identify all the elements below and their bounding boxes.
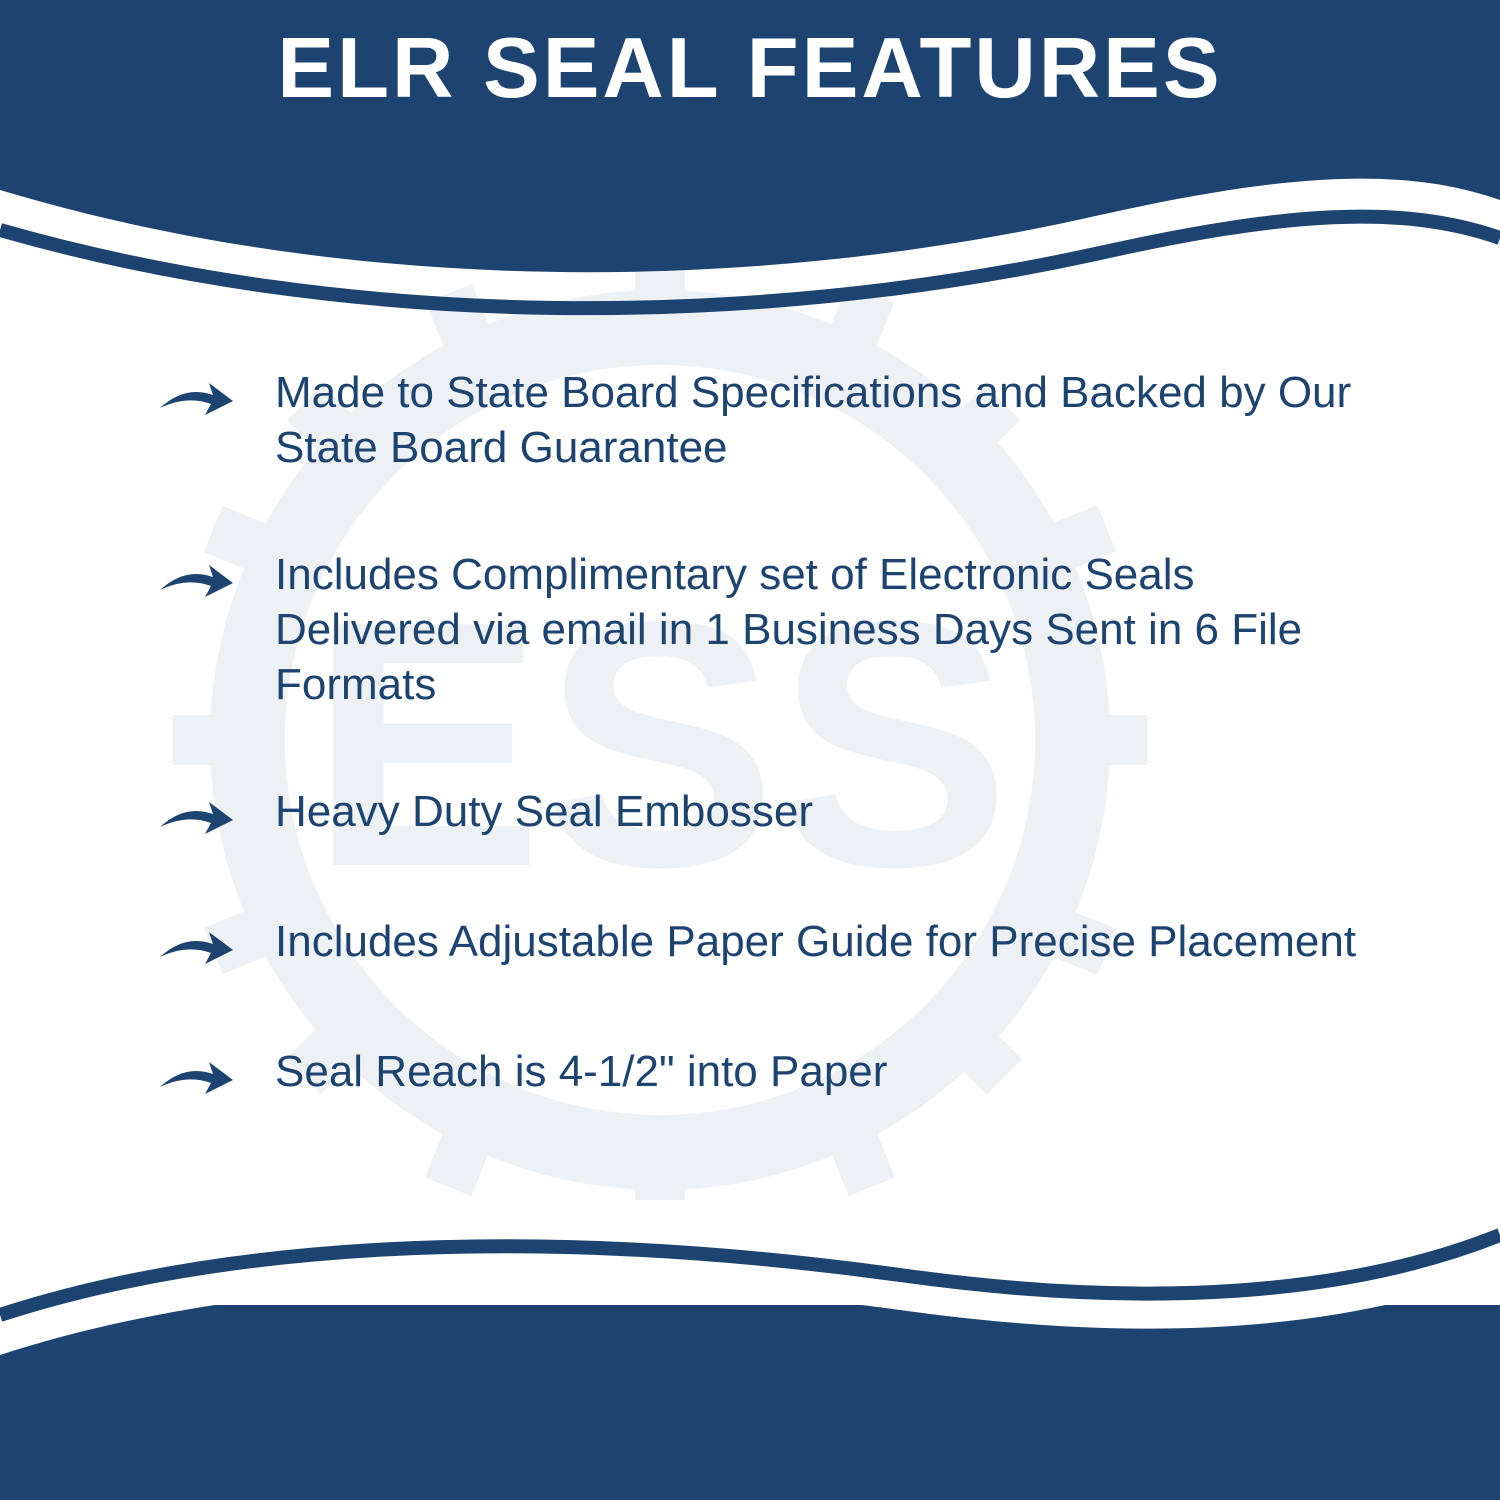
feature-text: Includes Complimentary set of Electronic… <box>275 547 1385 712</box>
feature-text: Seal Reach is 4-1/2" into Paper <box>275 1044 887 1099</box>
arrow-icon <box>155 792 235 842</box>
arrow-icon <box>155 555 235 605</box>
feature-text: Heavy Duty Seal Embosser <box>275 784 813 839</box>
page-title: ELR SEAL FEATURES <box>0 20 1500 118</box>
page-container: ELR SEAL FEATURES <box>0 0 1500 1500</box>
feature-item: Heavy Duty Seal Embosser <box>155 784 1385 842</box>
feature-text: Includes Adjustable Paper Guide for Prec… <box>275 914 1356 969</box>
arrow-icon <box>155 1052 235 1102</box>
features-list: Made to State Board Specifications and B… <box>155 365 1385 1174</box>
feature-item: Seal Reach is 4-1/2" into Paper <box>155 1044 1385 1102</box>
wave-divider-bottom <box>0 1200 1500 1400</box>
arrow-icon <box>155 922 235 972</box>
arrow-icon <box>155 373 235 423</box>
feature-item: Includes Adjustable Paper Guide for Prec… <box>155 914 1385 972</box>
feature-item: Made to State Board Specifications and B… <box>155 365 1385 475</box>
feature-text: Made to State Board Specifications and B… <box>275 365 1385 475</box>
feature-item: Includes Complimentary set of Electronic… <box>155 547 1385 712</box>
